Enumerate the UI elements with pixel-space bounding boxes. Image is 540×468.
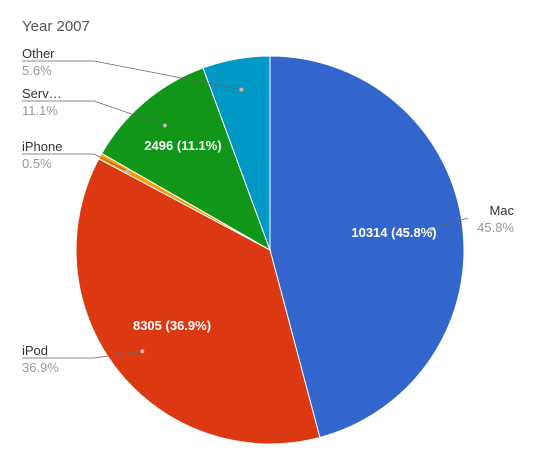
leader-dot-mac bbox=[429, 226, 434, 231]
leader-line-other bbox=[22, 60, 242, 90]
pie-slice-other[interactable] bbox=[202, 55, 271, 251]
pie-slice-mac[interactable] bbox=[269, 55, 465, 439]
leader-line-iphone bbox=[22, 153, 128, 172]
slice-name-label-services: Serv… bbox=[22, 86, 62, 101]
slice-percent-label-services: 11.1% bbox=[22, 103, 58, 118]
slice-percent-label-mac: 45.8% bbox=[477, 220, 514, 235]
slice-name-label-ipod: iPod bbox=[22, 343, 48, 358]
slice-data-label-ipod: 8305 (36.9%) bbox=[133, 318, 211, 333]
slice-data-label-mac: 10314 (45.8%) bbox=[351, 225, 436, 240]
leader-dot-other bbox=[239, 87, 244, 92]
leader-dot-iphone bbox=[125, 169, 130, 174]
leader-line-services bbox=[22, 100, 166, 126]
leader-line-ipod bbox=[22, 350, 143, 359]
slice-percent-label-iphone: 0.5% bbox=[22, 156, 52, 171]
chart-title: Year 2007 bbox=[22, 18, 90, 35]
slice-name-label-mac: Mac bbox=[489, 203, 514, 218]
pie-slice-ipod[interactable] bbox=[75, 158, 321, 445]
pie-slice-services[interactable] bbox=[101, 67, 271, 252]
leader-dot-services bbox=[162, 123, 167, 128]
leader-dot-ipod bbox=[140, 349, 145, 354]
slice-percent-label-ipod: 36.9% bbox=[22, 360, 59, 375]
leader-line-mac bbox=[431, 217, 469, 230]
slice-name-label-other: Other bbox=[22, 46, 55, 61]
slice-data-label-services: 2496 (11.1%) bbox=[144, 138, 221, 153]
slice-percent-label-other: 5.6% bbox=[22, 63, 52, 78]
slice-name-label-iphone: iPhone bbox=[22, 139, 62, 154]
